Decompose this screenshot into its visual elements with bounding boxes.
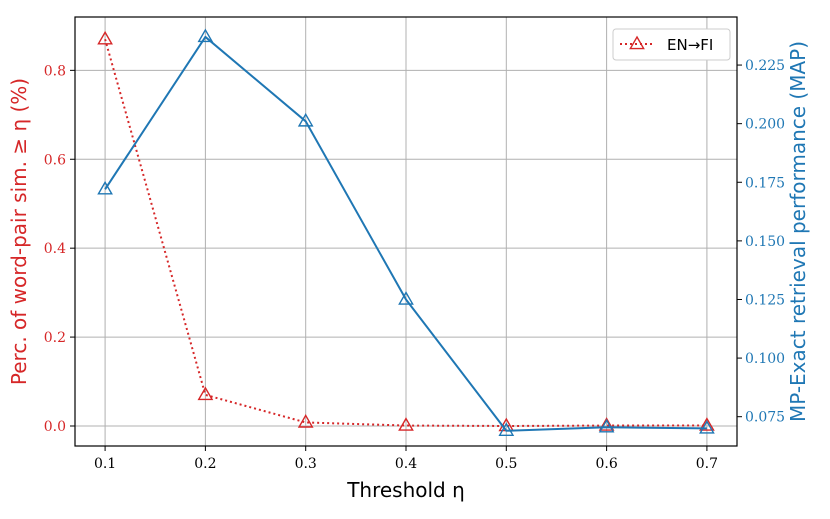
data-point-right: [297, 112, 314, 127]
left-tick-label: 0.4: [44, 241, 66, 257]
right-tick-label: 0.150: [745, 234, 785, 250]
data-point-right: [97, 180, 113, 195]
left-tick-label: 0.2: [44, 330, 66, 346]
x-tick-label: 0.6: [595, 456, 617, 472]
data-point-right: [699, 420, 715, 434]
right-tick-label: 0.225: [745, 58, 785, 74]
x-axis-title: Threshold η: [346, 478, 465, 502]
data-point-left: [699, 417, 715, 431]
legend-box: [612, 28, 731, 61]
data-point-right: [197, 28, 214, 43]
x-tick-label: 0.5: [495, 456, 517, 472]
axes: 0.1 0.2 0.3 0.4 0.5 0.6 0.7 0.0 0.2 0.4 0.6 0.8 0.07…: [44, 58, 785, 472]
series-line-right: [104, 35, 707, 432]
x-tick-label: 0.4: [395, 456, 417, 472]
legend-label: EN→FI: [667, 36, 713, 54]
data-point-left: [197, 386, 214, 401]
x-tick-label: 0.3: [295, 456, 317, 472]
data-point-right: [598, 418, 615, 433]
plot-series: [97, 28, 715, 437]
legend: EN→FI: [612, 28, 731, 61]
grid: [75, 17, 737, 446]
left-y-axis-title: Perc. of word-pair sim. ≥ η (%): [7, 78, 31, 385]
data-point-left: [97, 30, 113, 45]
right-tick-label: 0.175: [745, 175, 785, 191]
left-tick-label: 0.0: [44, 419, 66, 435]
x-tick-label: 0.1: [94, 456, 116, 472]
data-point-right: [398, 291, 414, 305]
right-tick-label: 0.075: [745, 410, 785, 426]
x-tick-label: 0.7: [696, 456, 718, 472]
data-point-left: [598, 417, 615, 431]
right-tick-label: 0.200: [745, 117, 785, 133]
right-tick-label: 0.100: [745, 351, 785, 367]
legend-triangle-marker: [629, 35, 645, 50]
data-point-left: [297, 414, 314, 428]
data-point-left: [398, 417, 414, 431]
left-tick-label: 0.8: [44, 63, 66, 79]
left-tick-label: 0.6: [44, 152, 66, 168]
right-y-axis-title: MP-Exact retrieval performance (MAP): [786, 41, 810, 422]
data-point-right: [498, 422, 515, 437]
right-tick-label: 0.125: [745, 292, 785, 308]
x-tick-label: 0.2: [194, 456, 216, 472]
